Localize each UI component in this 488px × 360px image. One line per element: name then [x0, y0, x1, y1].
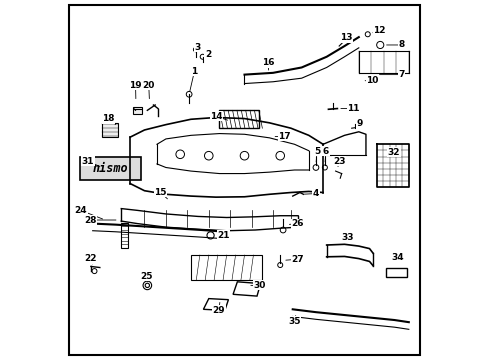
Text: 21: 21 — [217, 231, 229, 240]
Text: 26: 26 — [290, 219, 303, 228]
Text: 30: 30 — [253, 281, 265, 290]
Text: 8: 8 — [398, 40, 404, 49]
Text: 35: 35 — [287, 316, 300, 325]
Text: 15: 15 — [154, 188, 166, 197]
Text: 28: 28 — [84, 216, 96, 225]
Text: 25: 25 — [140, 272, 152, 281]
Text: 19: 19 — [129, 81, 142, 90]
Text: 16: 16 — [261, 58, 274, 67]
Text: 5: 5 — [313, 147, 320, 156]
Text: 29: 29 — [212, 306, 224, 315]
Text: 32: 32 — [387, 148, 399, 157]
Text: 24: 24 — [75, 206, 87, 215]
Text: 17: 17 — [278, 132, 290, 141]
Text: 31: 31 — [81, 157, 94, 166]
Text: nismo: nismo — [93, 162, 128, 175]
Text: 23: 23 — [332, 157, 345, 166]
Text: 11: 11 — [346, 104, 359, 113]
Text: 20: 20 — [142, 81, 155, 90]
Text: 1: 1 — [191, 67, 197, 76]
Text: 22: 22 — [84, 254, 96, 263]
Text: 7: 7 — [398, 70, 404, 79]
Text: 12: 12 — [372, 26, 385, 35]
Text: 10: 10 — [366, 76, 378, 85]
FancyBboxPatch shape — [133, 108, 142, 114]
Text: 6: 6 — [322, 147, 328, 156]
Text: 27: 27 — [290, 255, 303, 264]
Text: 4: 4 — [312, 189, 319, 198]
Text: 33: 33 — [341, 233, 353, 242]
Text: 3: 3 — [194, 42, 200, 51]
Text: 13: 13 — [339, 33, 351, 42]
Text: 9: 9 — [356, 119, 362, 128]
FancyBboxPatch shape — [80, 157, 141, 180]
FancyBboxPatch shape — [102, 123, 118, 137]
Text: 14: 14 — [210, 112, 223, 121]
Text: 18: 18 — [102, 114, 115, 123]
Text: 34: 34 — [390, 253, 403, 262]
Text: 2: 2 — [204, 50, 211, 59]
